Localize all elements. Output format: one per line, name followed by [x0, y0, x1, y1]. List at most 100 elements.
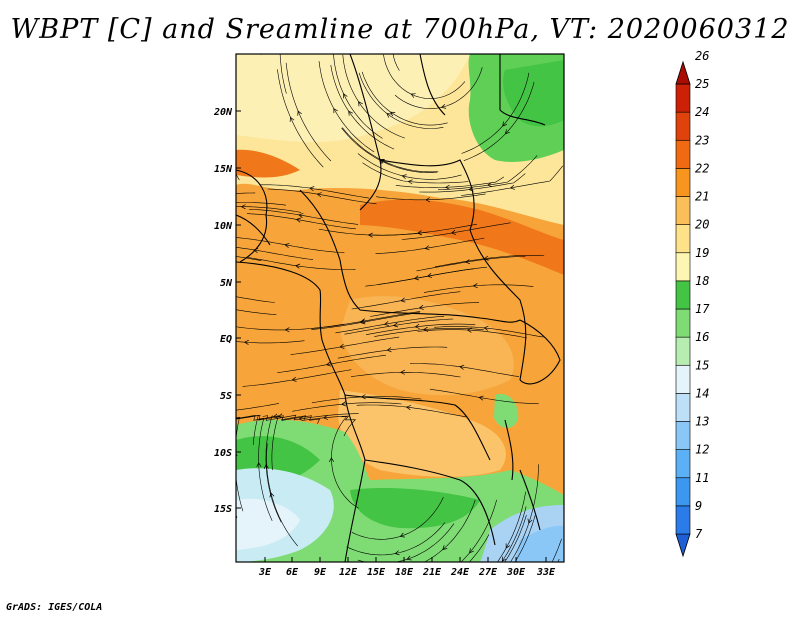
streamline-arrow — [504, 129, 510, 135]
streamline-arrow — [240, 204, 246, 210]
lat-tick-label: 20N — [213, 107, 233, 118]
streamline-arrow — [401, 174, 407, 180]
streamline — [395, 176, 505, 188]
streamline — [346, 522, 446, 556]
streamline-arrow — [348, 110, 353, 116]
wbpt-pale-sahara — [236, 54, 470, 142]
colorbar-label: 19 — [695, 246, 709, 260]
streamline-arrow — [509, 184, 515, 190]
streamline — [362, 162, 469, 184]
lon-tick-label: 12E — [339, 567, 358, 578]
streamline-arrow — [278, 34, 282, 38]
streamline — [249, 209, 359, 225]
border-egypt — [499, 54, 546, 126]
streamline — [410, 363, 520, 377]
border-guinea — [236, 214, 271, 246]
streamline-arrow — [196, 195, 200, 199]
streamline — [351, 291, 461, 310]
lon-tick-label: 30E — [506, 567, 526, 578]
streamline-arrow — [505, 543, 511, 549]
streamline-arrow — [425, 197, 431, 203]
coastline-west — [236, 169, 268, 263]
streamline — [514, 515, 536, 562]
colorbar-swatch — [675, 421, 691, 450]
wbpt-green-core-south — [350, 488, 480, 529]
colorbar-swatch — [675, 252, 691, 282]
lat-tick-label: 5N — [220, 278, 233, 289]
streamline — [279, 54, 287, 94]
streamline — [417, 329, 527, 339]
streamline-arrow — [256, 462, 262, 468]
streamline-arrow — [360, 318, 366, 324]
colorbar-swatch — [675, 449, 691, 479]
streamline-arrow — [295, 217, 302, 223]
streamline — [331, 416, 359, 509]
streamline — [401, 222, 511, 240]
streamline-arrow — [225, 459, 229, 463]
colorbar-upper-triangle — [675, 60, 691, 85]
border-east — [469, 229, 527, 381]
grads-credit: GrADS: IGES/COLA — [6, 602, 103, 613]
wbpt-field — [236, 54, 564, 562]
streamline-arrow — [424, 245, 430, 251]
streamline — [311, 395, 422, 404]
streamline — [357, 523, 455, 562]
streamline — [501, 506, 527, 562]
streamline-arrow — [394, 550, 400, 556]
streamline — [375, 237, 485, 254]
streamline — [341, 127, 438, 173]
colorbar-label: 16 — [695, 330, 709, 344]
lon-tick-label: 18E — [395, 567, 414, 578]
streamline-arrow — [416, 230, 423, 236]
streamline-arrow — [294, 263, 301, 269]
streamline — [277, 69, 324, 168]
colorbar-label: 18 — [695, 274, 709, 288]
streamline — [434, 255, 545, 267]
colorbar: 7 9 11 12 13 14 15 16 17 18 19 20 21 22 23 24 25 26 — [675, 49, 710, 558]
lat-tick-label: 10N — [214, 221, 233, 232]
streamline — [333, 54, 383, 139]
streamline-arrow — [500, 564, 504, 569]
colorbar-swatch — [675, 393, 691, 422]
coastline-gulf — [236, 261, 366, 461]
lon-tick-label: 24E — [450, 567, 470, 578]
streamline-arrow — [466, 327, 472, 333]
colorbar-label: 23 — [695, 133, 709, 147]
colorbar-label: 14 — [695, 386, 709, 400]
streamline — [365, 268, 474, 287]
border-nigeria — [299, 189, 361, 311]
streamline-arrow — [216, 292, 220, 296]
streamline — [236, 309, 277, 315]
map-frame — [235, 53, 565, 563]
streamline-arrow — [405, 405, 412, 411]
colorbar-swatch — [675, 336, 691, 366]
streamline-arrow — [309, 186, 315, 192]
streamline-arrow — [297, 110, 302, 116]
streamline-arrow — [272, 413, 279, 419]
lat-tick-label: 5S — [220, 391, 232, 402]
streamline — [460, 499, 497, 562]
streamline — [510, 464, 539, 562]
streamline — [290, 336, 400, 355]
streamline — [236, 403, 279, 411]
colorbar-label: 20 — [695, 218, 709, 232]
lake-tanganyika — [504, 419, 514, 481]
streamline-arrow — [410, 93, 416, 98]
border-libya — [419, 54, 446, 116]
streamline-arrow — [442, 545, 448, 550]
border-angola — [344, 394, 491, 461]
streamline-arrow — [413, 275, 420, 281]
streamline — [460, 165, 564, 196]
colorbar-swatch — [675, 111, 691, 141]
streamline — [236, 416, 244, 512]
wbpt-warm-tongue — [360, 199, 564, 275]
wbpt-green-east — [494, 394, 519, 429]
colorbar-label: 25 — [695, 77, 709, 91]
streamline-arrow — [359, 319, 366, 325]
streamline — [236, 414, 320, 424]
streamline-arrow — [440, 103, 447, 109]
colorbar-label: 17 — [695, 302, 710, 316]
streamline-arrow — [328, 457, 335, 463]
streamline — [236, 340, 305, 344]
streamline-arrow — [358, 101, 363, 107]
